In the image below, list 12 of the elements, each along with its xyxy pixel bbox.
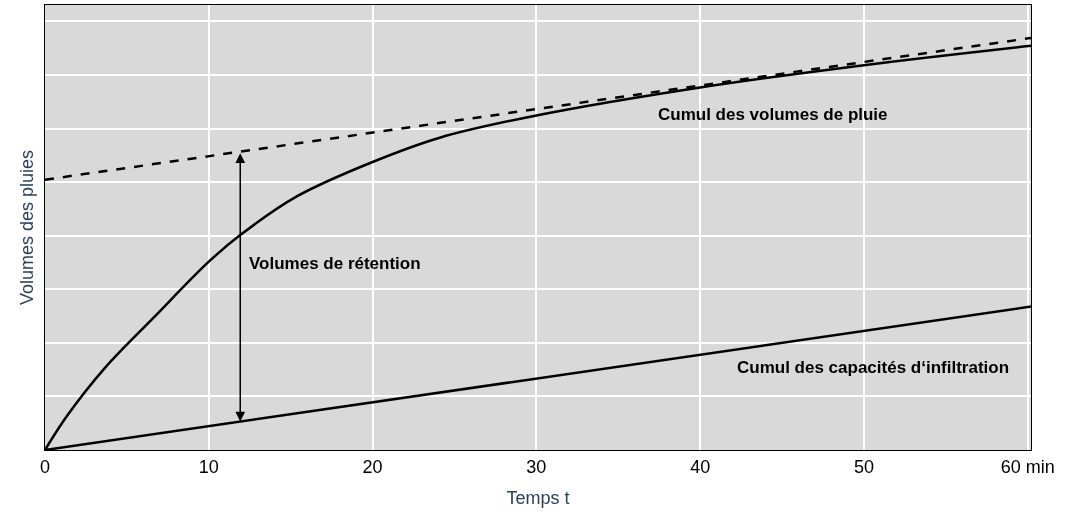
x-tick-label: 60 min xyxy=(1000,456,1055,477)
series-label: Cumul des volumes de pluie xyxy=(658,105,888,124)
series-label: Cumul des capacités d‘infiltration xyxy=(737,358,1010,377)
x-tick-label: 20 xyxy=(362,456,383,477)
x-tick-label: 10 xyxy=(198,456,219,477)
x-tick-label: 50 xyxy=(853,456,874,477)
annotation: Volumes de rétention xyxy=(249,254,421,273)
x-axis-title: Temps t xyxy=(506,487,570,508)
y-axis-title: Volumes des pluies xyxy=(17,149,38,306)
x-tick-label: 0 xyxy=(39,456,51,477)
x-tick-label: 40 xyxy=(690,456,711,477)
x-tick-label: 30 xyxy=(526,456,547,477)
